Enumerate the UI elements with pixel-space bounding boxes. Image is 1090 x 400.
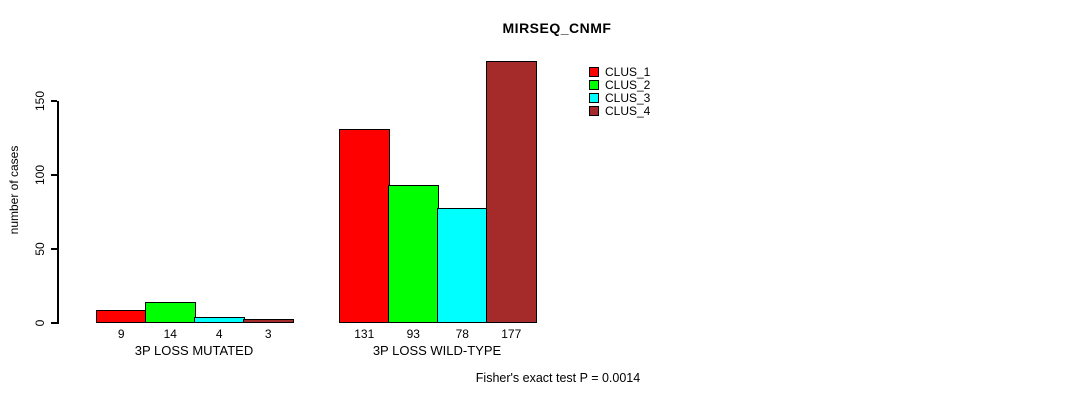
legend-swatch bbox=[589, 93, 599, 103]
y-tick-label: 0 bbox=[33, 319, 47, 327]
bar-value-label: 177 bbox=[501, 327, 522, 341]
legend-entry: CLUS_1 bbox=[589, 66, 650, 78]
legend-entry: CLUS_3 bbox=[589, 92, 650, 104]
bar bbox=[486, 61, 537, 323]
y-tick bbox=[51, 322, 57, 324]
y-tick bbox=[51, 174, 57, 176]
y-tick-label: 50 bbox=[33, 242, 47, 256]
bar-value-label: 78 bbox=[455, 327, 469, 341]
bar bbox=[96, 309, 147, 323]
annotation-text: Fisher's exact test P = 0.0014 bbox=[475, 371, 641, 385]
legend-swatch bbox=[589, 106, 599, 116]
bar bbox=[243, 318, 294, 323]
bar bbox=[339, 129, 390, 323]
legend-label: CLUS_2 bbox=[605, 78, 651, 92]
category-label: 3P LOSS WILD-TYPE bbox=[372, 343, 502, 358]
legend-entry: CLUS_4 bbox=[589, 105, 650, 117]
y-axis-line bbox=[57, 101, 59, 324]
legend-label: CLUS_3 bbox=[605, 91, 651, 105]
chart-title: MIRSEQ_CNMF bbox=[502, 20, 612, 36]
bar-value-label: 93 bbox=[406, 327, 420, 341]
bar-value-label: 14 bbox=[163, 327, 177, 341]
y-tick-label: 100 bbox=[33, 164, 47, 186]
bar-value-label: 9 bbox=[117, 327, 125, 341]
y-axis-label: number of cases bbox=[7, 145, 21, 235]
category-label: 3P LOSS MUTATED bbox=[134, 343, 254, 358]
bar bbox=[194, 317, 245, 323]
legend-swatch bbox=[589, 80, 599, 90]
y-tick bbox=[51, 100, 57, 102]
legend-swatch bbox=[589, 67, 599, 77]
bar bbox=[437, 207, 488, 323]
legend-label: CLUS_4 bbox=[605, 104, 651, 118]
bar-value-label: 4 bbox=[215, 327, 223, 341]
bar-value-label: 3 bbox=[264, 327, 272, 341]
bar bbox=[145, 302, 196, 323]
legend-entry: CLUS_2 bbox=[589, 79, 650, 91]
bar-value-label: 131 bbox=[354, 327, 375, 341]
legend-label: CLUS_1 bbox=[605, 65, 651, 79]
y-tick-label: 150 bbox=[33, 90, 47, 112]
bar bbox=[388, 185, 439, 323]
y-tick bbox=[51, 248, 57, 250]
